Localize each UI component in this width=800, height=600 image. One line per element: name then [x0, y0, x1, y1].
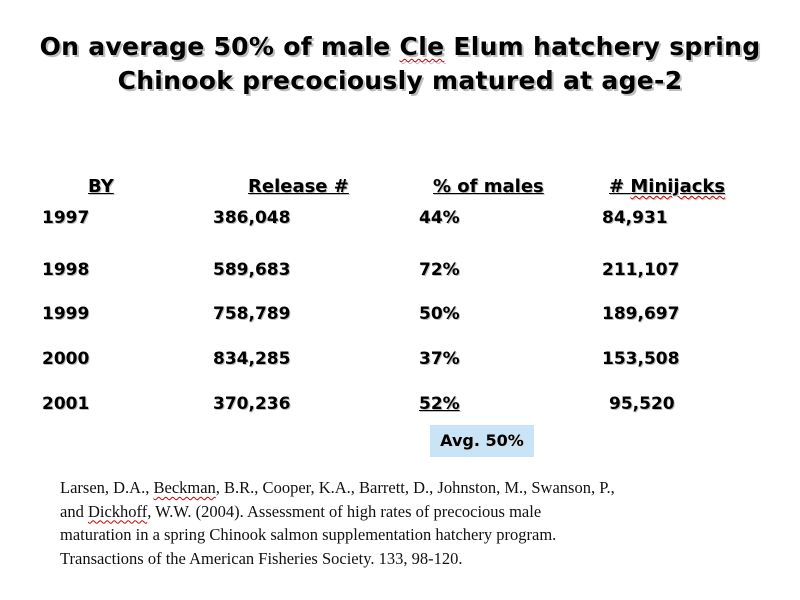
- header-pct-males: % of males: [433, 176, 544, 197]
- table-cell-pct: 72%: [419, 260, 460, 280]
- citation-line-2-part-c: , W.W. (2004). Assessment of high rates …: [147, 501, 542, 521]
- citation-line-1-part-b: Beckman: [153, 478, 216, 497]
- table-cell-release: 589,683: [213, 260, 291, 280]
- citation-line-4: Transactions of the American Fisheries S…: [60, 548, 463, 568]
- table-cell-minijacks: 84,931: [602, 208, 668, 228]
- table-cell-by: 1999: [42, 304, 90, 324]
- table-cell-by: 2001: [42, 394, 90, 414]
- table-cell-minijacks: 211,107: [602, 260, 680, 280]
- table-cell-by: 1997: [42, 208, 90, 228]
- title-line-1-part-a: On average 50% of male: [39, 32, 400, 61]
- average-badge: Avg. 50%: [430, 425, 534, 457]
- header-minijacks-hash: #: [609, 176, 631, 197]
- table-cell-pct: 37%: [419, 349, 460, 369]
- table-cell-release: 386,048: [213, 208, 291, 228]
- table-cell-minijacks: 189,697: [602, 304, 680, 324]
- citation-line-1-part-a: Larsen, D.A.,: [60, 478, 154, 497]
- title-line-1: On average 50% of male Cle Elum hatchery…: [0, 32, 800, 61]
- table-cell-pct: 44%: [419, 208, 460, 228]
- header-minijacks-word: Minijacks: [630, 176, 726, 197]
- citation-line-2-part-a: and: [60, 501, 88, 521]
- citation: Larsen, D.A., Beckman, B.R., Cooper, K.A…: [60, 476, 780, 570]
- table-cell-by: 2000: [42, 349, 90, 369]
- header-release: Release #: [248, 176, 349, 197]
- title-line-1-part-b: Cle: [399, 32, 445, 61]
- table-cell-release: 758,789: [213, 304, 291, 324]
- table-cell-minijacks: 153,508: [602, 349, 680, 369]
- table-cell-release: 370,236: [213, 394, 291, 414]
- citation-line-1: Larsen, D.A., Beckman, B.R., Cooper, K.A…: [60, 476, 780, 500]
- table-cell-release: 834,285: [213, 349, 291, 369]
- title-line-2: Chinook precociously matured at age-2: [117, 66, 683, 95]
- table-cell-pct: 52%: [419, 394, 460, 414]
- citation-line-2-part-b: Dickhoff: [87, 501, 148, 521]
- header-minijacks: # Minijacks: [609, 176, 725, 197]
- title-line-1-part-c: Elum hatchery spring: [444, 32, 761, 61]
- citation-line-1-part-c: , B.R., Cooper, K.A., Barrett, D., Johns…: [215, 478, 615, 497]
- table-cell-by: 1998: [42, 260, 90, 280]
- citation-line-2: and Dickhoff, W.W. (2004). Assessment of…: [60, 500, 780, 524]
- table-cell-minijacks: 95,520: [609, 394, 675, 414]
- citation-line-3: maturation in a spring Chinook salmon su…: [60, 525, 557, 544]
- table-cell-pct: 50%: [419, 304, 460, 324]
- header-by: BY: [88, 176, 114, 197]
